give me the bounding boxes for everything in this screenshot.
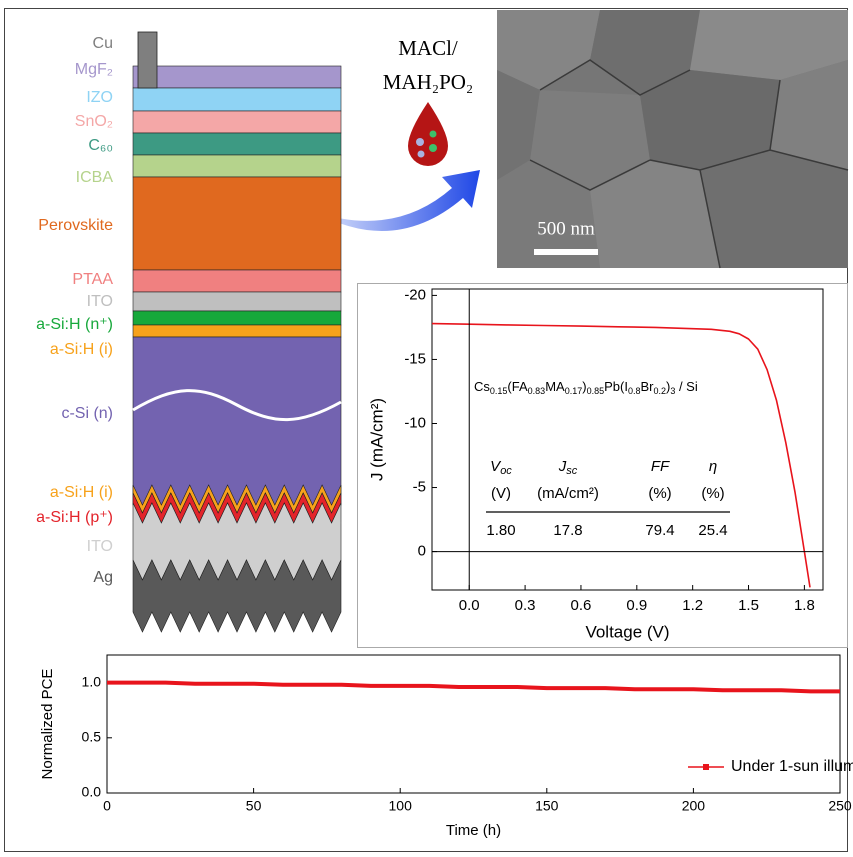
layer-label: a-Si:H (i) — [50, 484, 113, 501]
x-tick-label: 0.9 — [626, 597, 647, 614]
table-header-part: sc — [566, 465, 578, 477]
annotation-part: Cs — [474, 379, 490, 394]
layer-label: Cu — [93, 35, 113, 52]
droplet — [408, 102, 448, 166]
y-tick-label: 0.5 — [82, 729, 102, 745]
data-line — [107, 683, 840, 692]
additive-label: MAH₂PO₂ — [383, 70, 474, 94]
table-cell: 79.4 — [645, 522, 674, 539]
plot-frame — [432, 289, 823, 590]
x-tick-label: 0.0 — [459, 597, 480, 614]
y-tick-label: 1.0 — [82, 673, 102, 689]
layer — [133, 133, 341, 155]
x-tick-label: 150 — [535, 798, 559, 814]
legend-marker — [703, 764, 709, 770]
layer-label: SnO₂ — [75, 113, 113, 130]
annotation-part: (FA — [507, 379, 528, 394]
layer — [133, 111, 341, 133]
x-tick-label: 1.5 — [738, 597, 759, 614]
layer-label: IZO — [86, 89, 113, 106]
layer-label: c-Si (n) — [61, 405, 113, 422]
x-tick-label: 1.2 — [682, 597, 703, 614]
y-tick-label: -5 — [413, 479, 426, 496]
x-tick-label: 1.8 — [794, 597, 815, 614]
layer-label: MgF₂ — [75, 61, 113, 78]
table-unit: (%) — [701, 485, 724, 502]
layer-label: a-Si:H (p⁺) — [36, 509, 113, 526]
y-axis-label: J (mA/cm²) — [367, 398, 386, 481]
annotation-part: / Si — [675, 379, 698, 394]
layer-label: ICBA — [76, 169, 114, 186]
x-tick-label: 0.6 — [571, 597, 592, 614]
layer — [133, 292, 341, 311]
figure: 500 nm MACl/ MAH₂PO₂ Cu MgF₂ IZO SnO₂ C₆₀ ICB… — [0, 0, 853, 857]
table-header: Voc — [490, 458, 512, 477]
x-tick-label: 0.3 — [515, 597, 536, 614]
table-unit: (mA/cm²) — [537, 485, 599, 502]
annotation-part: 0.17 — [565, 386, 583, 396]
layer-label: C₆₀ — [88, 137, 113, 154]
table-unit: (V) — [491, 485, 511, 502]
layer-label: a-Si:H (n⁺) — [36, 316, 113, 333]
x-axis-label: Time (h) — [446, 822, 501, 839]
layer-label: Perovskite — [38, 217, 113, 234]
y-tick-label: -15 — [404, 350, 426, 367]
layer — [133, 66, 341, 88]
table-header-part: η — [709, 458, 717, 475]
layer-label: ITO — [87, 538, 113, 555]
annotation: Cs0.15(FA0.83MA0.17)0.85Pb(I0.8Br0.2)3 /… — [474, 379, 698, 396]
scale-bar-label: 500 nm — [537, 218, 595, 239]
layer — [133, 337, 341, 505]
layer-label: Ag — [93, 569, 113, 586]
x-axis-label: Voltage (V) — [585, 622, 669, 641]
layer — [133, 311, 341, 325]
x-tick-label: 200 — [682, 798, 706, 814]
layer-label: ITO — [87, 293, 113, 310]
table-header: Jsc — [558, 458, 578, 477]
data-line — [432, 324, 810, 588]
y-axis-label: Normalized PCE — [39, 669, 56, 780]
annotation-part: 0.15 — [490, 386, 508, 396]
layer — [133, 270, 341, 292]
table-cell: 1.80 — [486, 522, 515, 539]
panel-frame — [358, 284, 848, 648]
x-tick-label: 250 — [828, 798, 852, 814]
layer — [133, 88, 341, 111]
layer — [133, 177, 341, 270]
x-tick-label: 0 — [103, 798, 111, 814]
y-tick-label: -20 — [404, 286, 426, 303]
layer — [133, 155, 341, 177]
annotation-part: MA — [545, 379, 565, 394]
device-stack: Cu MgF₂ IZO SnO₂ C₆₀ ICBA Perovskite PTAA ITO a-S… — [36, 32, 341, 632]
y-tick-label: 0 — [418, 543, 426, 560]
x-tick-label: 100 — [389, 798, 413, 814]
table-header-part: oc — [500, 465, 512, 477]
annotation-part: Br — [640, 379, 654, 394]
annotation-part: 0.2 — [653, 386, 666, 396]
table-unit: (%) — [648, 485, 671, 502]
y-tick-label: 0.0 — [82, 784, 102, 800]
table-header: FF — [651, 458, 670, 475]
annotation-part: 0.83 — [528, 386, 546, 396]
contact — [138, 32, 157, 88]
table-header: η — [709, 458, 717, 475]
layer-label: PTAA — [72, 271, 113, 288]
x-tick-label: 50 — [246, 798, 262, 814]
annotation-part: 0.8 — [628, 386, 641, 396]
table-cell: 17.8 — [553, 522, 582, 539]
additive-label: MACl/ — [398, 36, 458, 60]
table-cell: 25.4 — [698, 522, 727, 539]
annotation-part: Pb(I — [604, 379, 628, 394]
layer — [133, 325, 341, 337]
annotation-part: 0.85 — [587, 386, 605, 396]
table-header-part: FF — [651, 458, 670, 475]
layer-label: a-Si:H (i) — [50, 341, 113, 358]
legend-label: Under 1-sun illumination — [731, 758, 853, 775]
y-tick-label: -10 — [404, 414, 426, 431]
